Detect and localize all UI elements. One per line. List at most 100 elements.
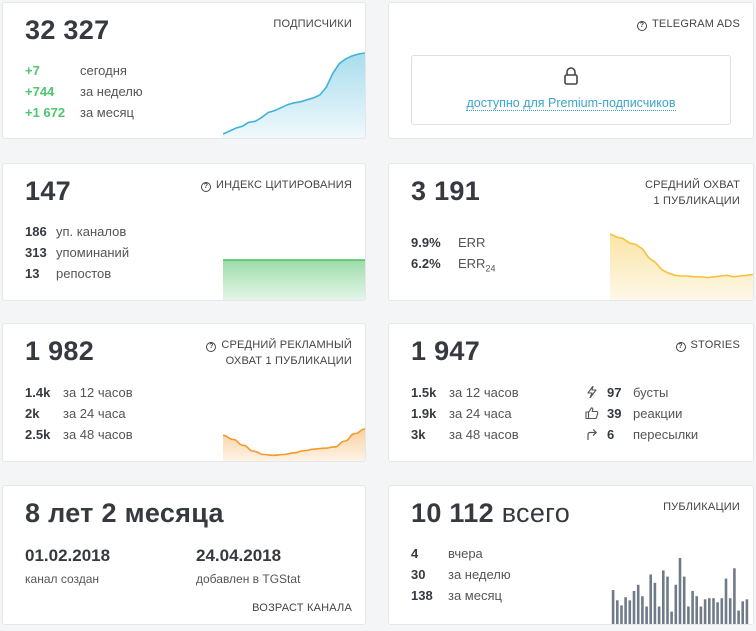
channel-created: 01.02.2018 канал создан (25, 546, 110, 586)
publications-bar (691, 591, 694, 624)
err-list: 9.9% ERR 6.2% ERR24 (411, 232, 495, 274)
ad-reach-value: 1 982 (25, 336, 95, 366)
subscribers-count: 32 327 (25, 15, 110, 45)
publications-bar (678, 558, 682, 624)
premium-box: доступно для Premium-подписчиков (411, 55, 731, 125)
stories-views-list: 1.5k за 12 часов 1.9k за 24 часа 3k за 48 ч… (411, 382, 519, 445)
avg-reach-line (610, 233, 753, 279)
publications-label: ПУБЛИКАЦИИ (663, 501, 740, 513)
ad-reach-list: 1.4k за 12 часов 2k за 24 часа 2.5k за 48 ч… (25, 382, 133, 445)
telegram-ads-label: ? TELEGRAM ADS (637, 16, 740, 32)
ad-reach-card[interactable]: 1 982 ? СРЕДНИЙ РЕКЛАМНЫЙ ОХВАТ 1 ПУБЛИКАЦ… (2, 323, 366, 462)
ad-reach-48h: 2.5k за 48 часов (25, 427, 133, 442)
stories-24h: 1.9k за 24 часа (411, 406, 512, 421)
publications-bar (720, 598, 724, 624)
stories-12h: 1.5k за 12 часов (411, 385, 519, 400)
subscribers-growth-list: +7 сегодня +744 за неделю +1 672 за месяц (25, 60, 143, 123)
publications-bar (628, 600, 632, 624)
subscribers-chart (223, 52, 365, 138)
publications-bar (716, 602, 719, 624)
publications-bar (674, 584, 678, 624)
publications-bar (662, 570, 665, 624)
avg-reach-card[interactable]: 3 191 СРЕДНИЙ ОХВАТ 1 ПУБЛИКАЦИИ 9.9% ERR … (388, 163, 754, 301)
citation-card[interactable]: 147 ? ИНДЕКС ЦИТИРОВАНИЯ 186 уп. каналов 3… (2, 163, 366, 301)
publications-bar (728, 598, 732, 624)
publications-bar (708, 598, 711, 624)
publications-bar (687, 606, 690, 624)
err-row: 9.9% ERR (411, 235, 486, 250)
channel-added: 24.04.2018 добавлен в TGStat (196, 546, 300, 586)
ad-reach-12h: 1.4k за 12 часов (25, 385, 133, 400)
publications-chart (611, 558, 749, 624)
stories-forwards: 6 пересылки (585, 424, 698, 445)
stories-label: ? STORIES (675, 337, 741, 353)
publications-card[interactable]: 10 112 всего ПУБЛИКАЦИИ 4 вчера 30 за неде… (388, 485, 754, 625)
citation-area (223, 260, 365, 300)
publications-month: 138 за месяц (411, 588, 502, 603)
subscribers-label: ПОДПИСЧИКИ (273, 18, 352, 30)
stories-48h: 3k за 48 часов (411, 427, 519, 442)
citation-chart (223, 259, 365, 300)
lock-icon (564, 67, 578, 85)
avg-reach-area (610, 234, 753, 300)
info-icon[interactable]: ? (675, 342, 686, 352)
publications-bar (703, 599, 707, 624)
publications-bar (682, 576, 686, 624)
growth-today: +7 сегодня (25, 63, 127, 78)
publications-bar (741, 601, 744, 624)
publications-bar (745, 599, 749, 624)
stories-engagement-list: 97 бусты 39 реакции 6 пересылки (585, 382, 698, 445)
lightning-icon (587, 386, 597, 398)
publications-bar (624, 597, 627, 624)
publications-total: 10 112 всего (411, 498, 571, 528)
publications-bar (657, 606, 661, 624)
publications-bar (611, 590, 615, 624)
publications-bar (737, 610, 740, 624)
citation-label: ? ИНДЕКС ЦИТИРОВАНИЯ (201, 177, 352, 193)
publications-bar (666, 576, 669, 624)
citation-mentions: 313 упоминаний (25, 245, 130, 260)
publications-bar (636, 584, 640, 624)
publications-week: 30 за неделю (411, 567, 511, 582)
avg-reach-chart (610, 233, 753, 300)
stories-value: 1 947 (411, 336, 481, 366)
info-icon[interactable]: ? (201, 182, 212, 192)
growth-week: +744 за неделю (25, 84, 143, 99)
publications-bar (616, 600, 619, 624)
publications-bar (712, 598, 715, 624)
stories-card[interactable]: 1 947 ? STORIES 1.5k за 12 часов 1.9k за 24… (388, 323, 754, 462)
channel-age-value: 8 лет 2 месяца (25, 498, 224, 528)
info-icon[interactable]: ? (637, 21, 648, 31)
subscribers-area (223, 53, 365, 138)
added-date: 24.04.2018 (196, 546, 282, 565)
subscribers-card[interactable]: 32 327 ПОДПИСЧИКИ +7 сегодня +744 за недел… (2, 2, 366, 139)
citation-index-value: 147 (25, 176, 71, 206)
publications-bar (620, 605, 623, 624)
info-icon[interactable]: ? (206, 342, 217, 352)
avg-reach-label: СРЕДНИЙ ОХВАТ 1 ПУБЛИКАЦИИ (644, 179, 740, 207)
publications-bar (699, 606, 703, 624)
ad-reach-label: ? СРЕДНИЙ РЕКЛАМНЫЙ ОХВАТ 1 ПУБЛИКАЦИИ (206, 337, 352, 369)
citation-channels: 186 уп. каналов (25, 224, 127, 239)
publications-bar (695, 596, 698, 624)
publications-bar (632, 591, 636, 624)
subscribers-line (223, 52, 365, 135)
thumbs-up-icon (585, 407, 599, 419)
publications-bar (653, 582, 657, 624)
growth-month: +1 672 за месяц (25, 105, 134, 120)
created-label: канал создан (25, 572, 100, 586)
ad-reach-chart (223, 428, 365, 461)
publications-bar (733, 568, 736, 624)
stories-reactions: 39 реакции (585, 403, 698, 424)
added-label: добавлен в TGStat (196, 572, 301, 586)
avg-reach-value: 3 191 (411, 176, 481, 206)
channel-age-label: ВОЗРАСТ КАНАЛА (252, 602, 352, 614)
publications-yesterday: 4 вчера (411, 546, 483, 561)
citation-reposts: 13 репостов (25, 266, 112, 281)
publications-bar (670, 611, 673, 624)
stories-boosts: 97 бусты (585, 382, 698, 403)
telegram-ads-card: ? TELEGRAM ADS доступно для Premium-подпи… (388, 2, 754, 139)
created-date: 01.02.2018 (25, 546, 111, 565)
publications-bar (645, 606, 648, 624)
premium-link[interactable]: доступно для Premium-подписчиков (466, 96, 676, 111)
